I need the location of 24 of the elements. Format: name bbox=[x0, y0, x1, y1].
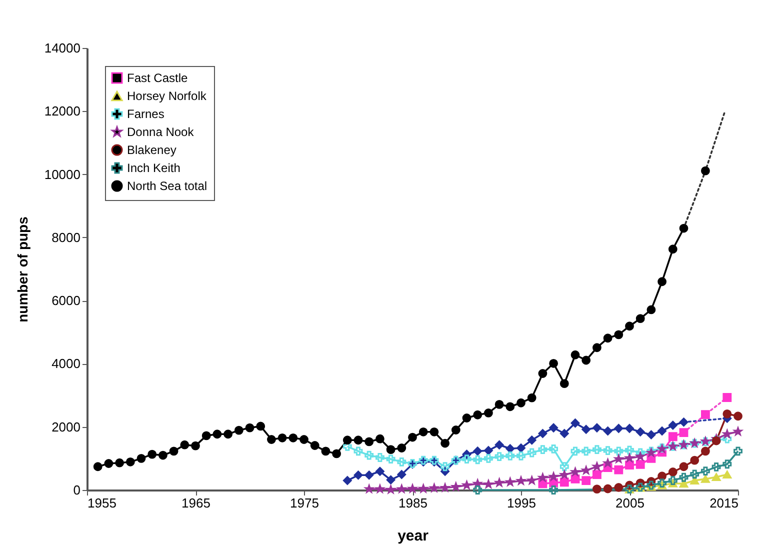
y-tick-label: 4000 bbox=[52, 356, 80, 372]
legend-label: Horsey Norfolk bbox=[127, 89, 208, 103]
y-tick-label: 8000 bbox=[52, 230, 80, 245]
x-tick-label: 2005 bbox=[616, 496, 644, 510]
y-tick-label: 6000 bbox=[52, 293, 80, 308]
legend-label: Donna Nook bbox=[127, 125, 195, 139]
legend-label: Farnes bbox=[127, 107, 164, 121]
x-tick-label: 1955 bbox=[88, 496, 116, 510]
y-axis-title: number of pups bbox=[14, 216, 30, 322]
y-tick-label: 12000 bbox=[44, 104, 80, 119]
legend-label: Blakeney bbox=[127, 143, 176, 157]
x-tick-label: 1985 bbox=[398, 496, 428, 510]
x-tick-label: 1975 bbox=[290, 496, 319, 510]
legend-label: Fast Castle bbox=[127, 71, 188, 85]
legend-label: North Sea total bbox=[127, 179, 208, 193]
y-tick-label: 14000 bbox=[44, 40, 80, 56]
y-tick-label: 2000 bbox=[52, 419, 80, 434]
legend-label: Inch Keith bbox=[127, 161, 180, 175]
x-tick-label: 2015 bbox=[710, 496, 738, 510]
x-tick-label: 1965 bbox=[182, 496, 210, 510]
y-tick-label: 0 bbox=[73, 482, 80, 498]
x-axis-title: year bbox=[398, 528, 429, 544]
x-tick-label: 1995 bbox=[507, 496, 536, 510]
y-tick-label: 10000 bbox=[44, 166, 80, 182]
